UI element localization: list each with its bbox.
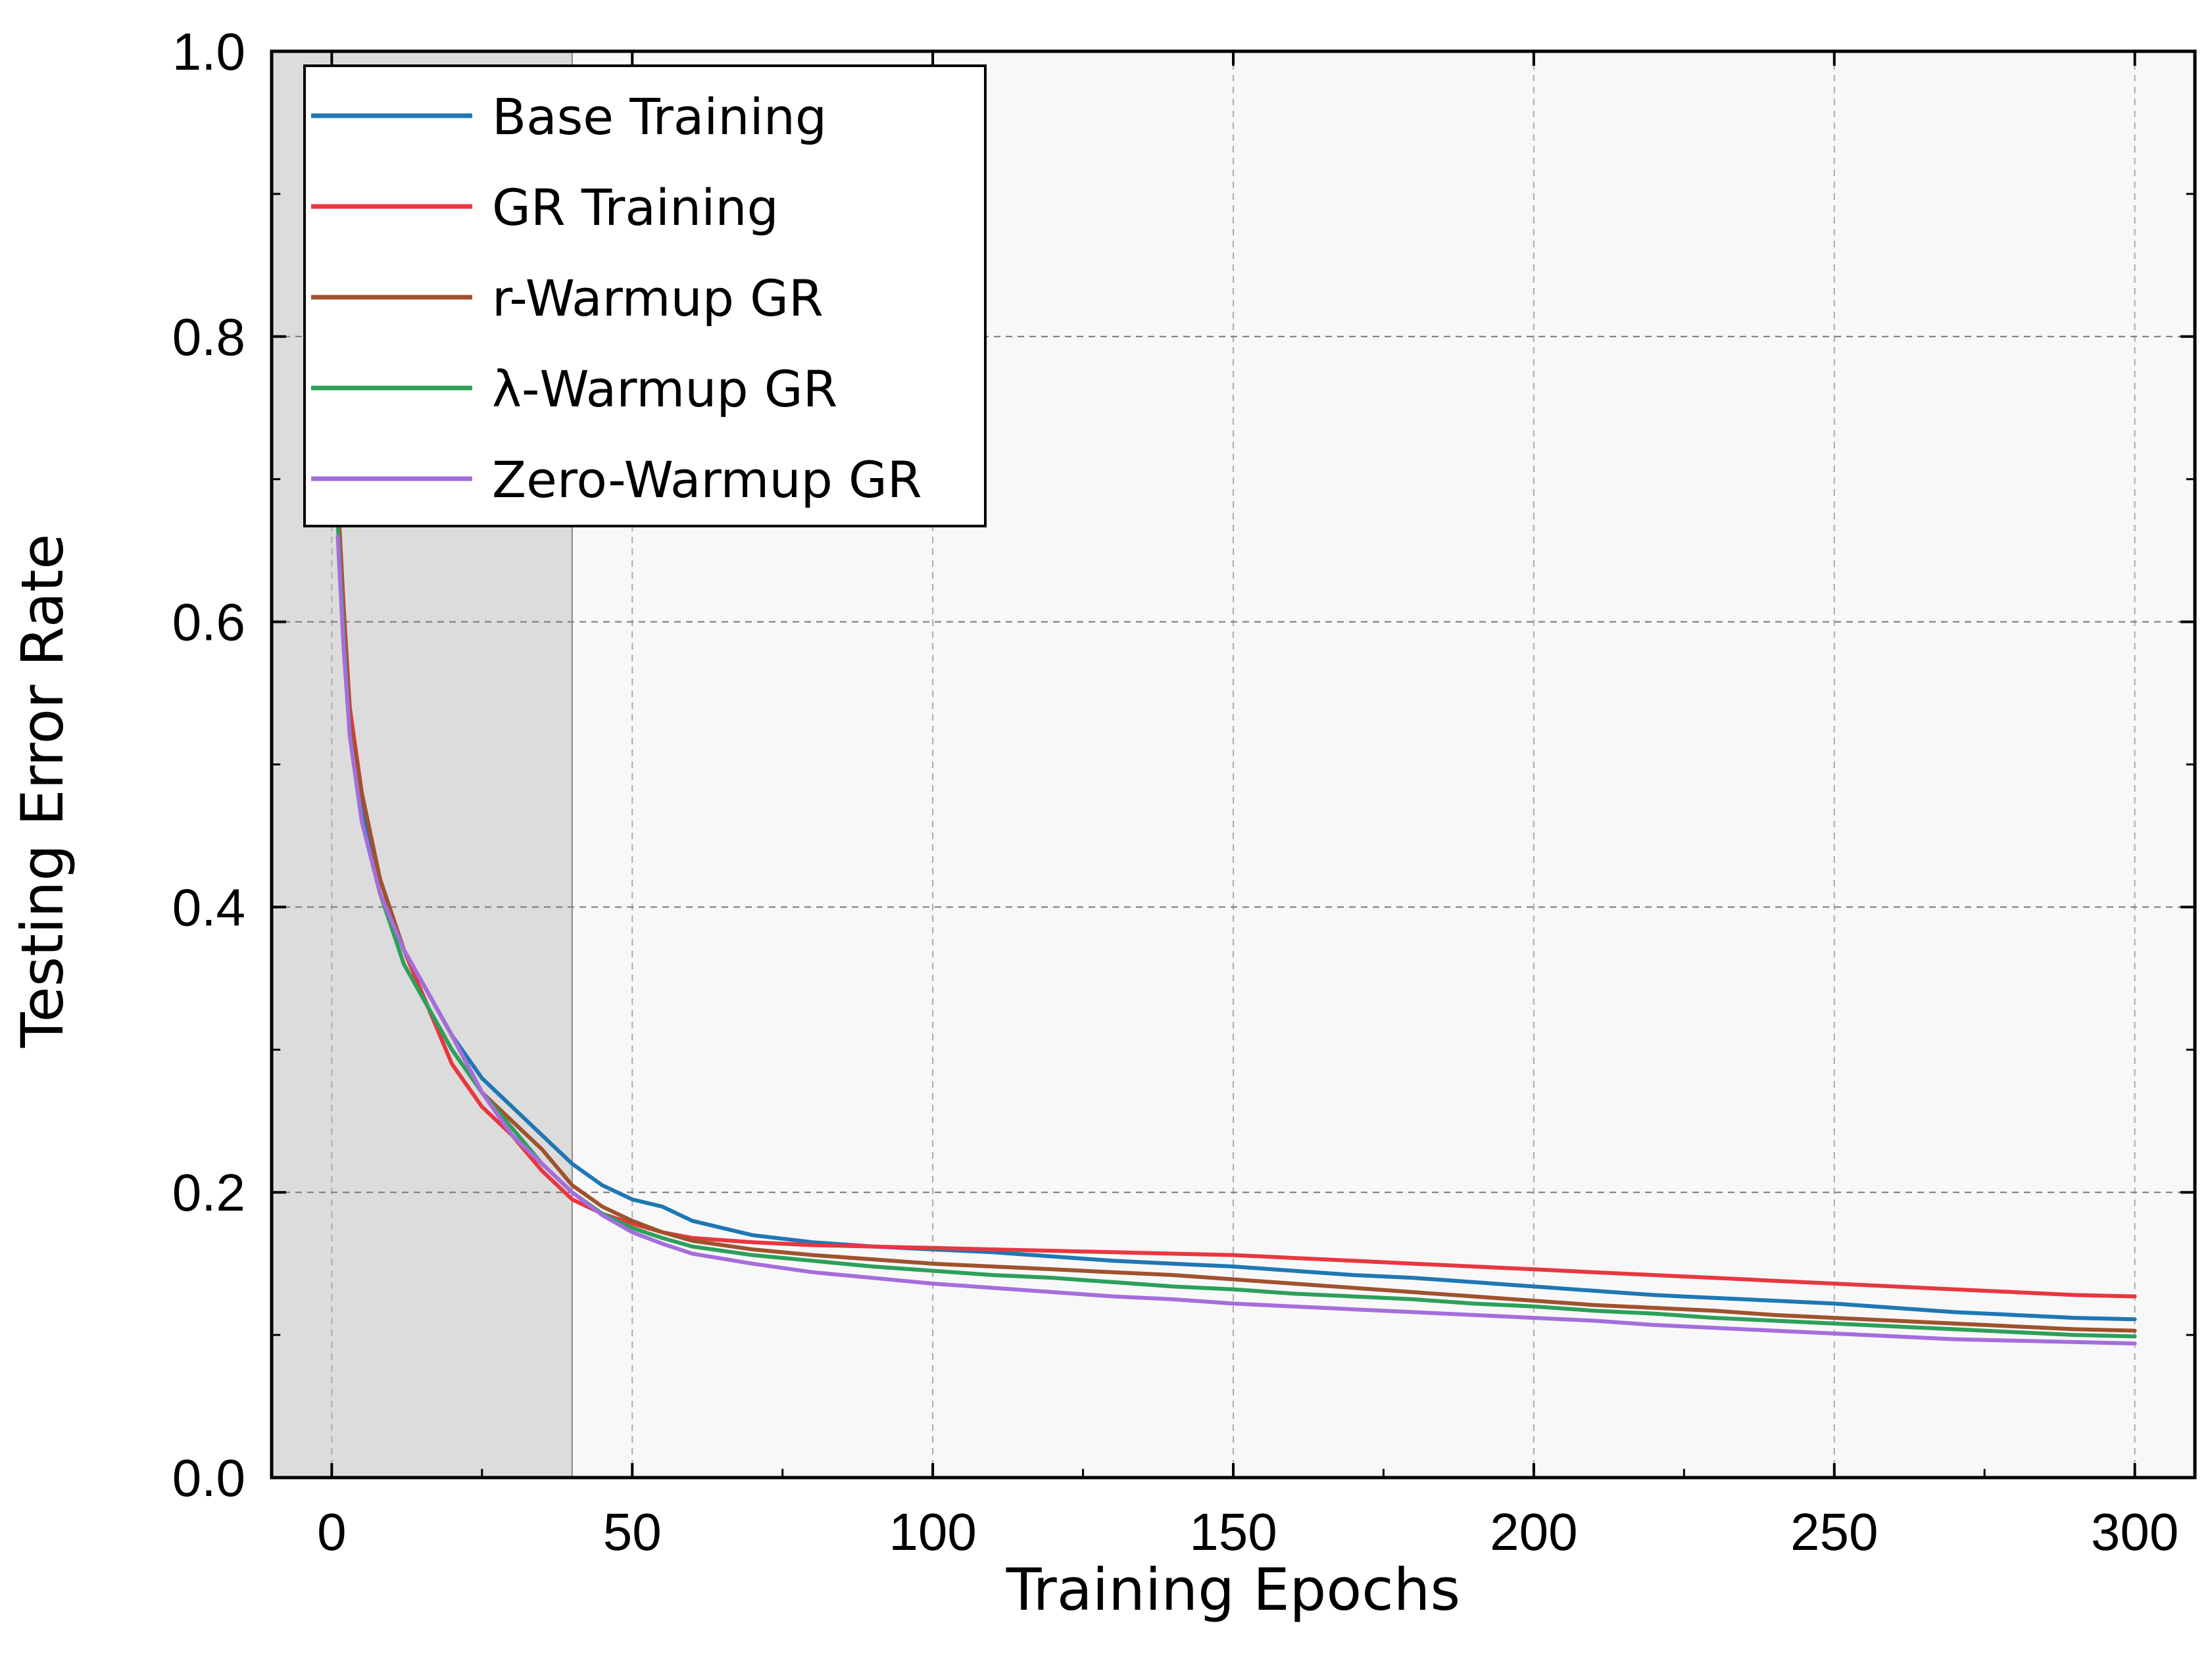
tick-labels: 0 50 100 150 200 250 300 0.0 0.2 0.4 0.6 0.8 1.0 (172, 22, 2179, 1561)
y-tick-label-3: 0.6 (172, 593, 245, 652)
legend-label-1: GR Training (492, 178, 779, 237)
legend-label-2: r-Warmup GR (492, 269, 823, 327)
y-tick-label-0: 0.0 (172, 1449, 245, 1507)
y-tick-label-5: 1.0 (172, 22, 245, 81)
x-axis-title: Training Epochs (1006, 1556, 1461, 1624)
series-line-3 (335, 519, 2137, 1339)
y-tick-label-4: 0.8 (172, 308, 245, 366)
series-line-4 (335, 534, 2137, 1346)
x-tick-label-4: 200 (1490, 1503, 1577, 1561)
series-lines (335, 491, 2137, 1346)
x-tick-label-5: 250 (1790, 1503, 1878, 1561)
y-axis-title: Testing Error Rate (9, 534, 76, 1049)
legend: Base Training GR Training r-Warmup GR λ-War… (303, 64, 987, 527)
axis-ticks (272, 50, 2195, 1479)
x-tick-label-0: 0 (317, 1503, 347, 1561)
legend-label-0: Base Training (492, 87, 827, 146)
legend-label-4: Zero-Warmup GR (492, 450, 922, 509)
series-line-1 (335, 491, 2137, 1299)
y-tick-label-1: 0.2 (172, 1163, 245, 1222)
x-tick-label-6: 300 (2091, 1503, 2178, 1561)
x-tick-label-2: 100 (889, 1503, 976, 1561)
x-tick-label-3: 150 (1189, 1503, 1277, 1561)
y-tick-label-2: 0.4 (172, 878, 245, 936)
legend-label-3: λ-Warmup GR (492, 360, 837, 418)
x-tick-label-1: 50 (603, 1503, 662, 1561)
